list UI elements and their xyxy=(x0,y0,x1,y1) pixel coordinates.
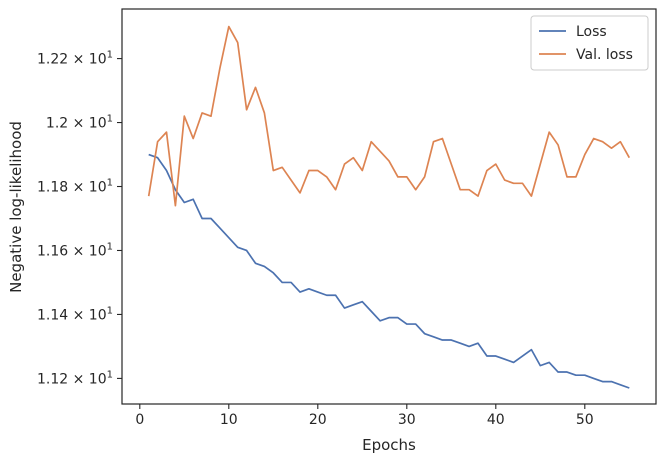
y-tick-label: 1.22 × 101 xyxy=(37,50,113,68)
legend-entry-label: Loss xyxy=(576,24,607,40)
x-tick-label: 0 xyxy=(135,412,144,428)
x-axis-label: Epochs xyxy=(362,436,416,454)
plot-frame xyxy=(121,8,657,405)
legend: Loss Val. loss xyxy=(530,15,649,71)
x-axis: 0 10 20 30 40 50 xyxy=(135,404,594,428)
y-axis-label: Negative log-likelihood xyxy=(7,121,25,293)
x-tick-label: 40 xyxy=(487,412,505,428)
y-tick-label: 1.12 × 101 xyxy=(37,369,113,387)
legend-entry-label: Val. loss xyxy=(576,47,633,63)
series-line-loss xyxy=(148,153,630,389)
x-tick-label: 30 xyxy=(398,412,416,428)
y-tick-label: 1.18 × 101 xyxy=(37,178,113,196)
series-line-val-loss xyxy=(147,25,631,207)
x-tick-label: 50 xyxy=(576,412,594,428)
y-tick-label: 1.16 × 101 xyxy=(37,241,113,259)
y-tick-label: 1.14 × 101 xyxy=(37,305,113,323)
y-tick-label: 1.2 × 101 xyxy=(46,114,113,132)
x-tick-label: 20 xyxy=(309,412,327,428)
x-tick-label: 10 xyxy=(220,412,238,428)
legend-box xyxy=(530,15,649,71)
y-axis: 1.12 × 101 1.14 × 101 1.16 × 101 1.18 × 101… xyxy=(37,50,122,387)
